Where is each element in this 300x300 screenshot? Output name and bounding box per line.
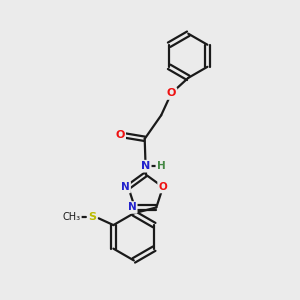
- Text: CH₃: CH₃: [62, 212, 81, 222]
- Text: O: O: [167, 88, 176, 98]
- Text: H: H: [157, 161, 166, 171]
- Text: O: O: [115, 130, 125, 140]
- Text: S: S: [88, 212, 96, 222]
- Text: N: N: [121, 182, 130, 192]
- Text: N: N: [128, 202, 136, 212]
- Text: N: N: [141, 161, 150, 171]
- Text: O: O: [159, 182, 167, 192]
